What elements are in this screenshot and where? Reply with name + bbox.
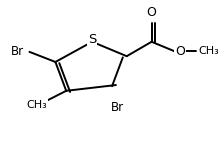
Text: CH₃: CH₃ bbox=[27, 100, 47, 110]
Text: CH₃: CH₃ bbox=[198, 46, 219, 56]
Text: O: O bbox=[175, 45, 185, 58]
Text: S: S bbox=[88, 33, 96, 46]
Text: O: O bbox=[147, 6, 157, 19]
Text: Br: Br bbox=[110, 101, 124, 114]
Text: Br: Br bbox=[11, 45, 24, 58]
